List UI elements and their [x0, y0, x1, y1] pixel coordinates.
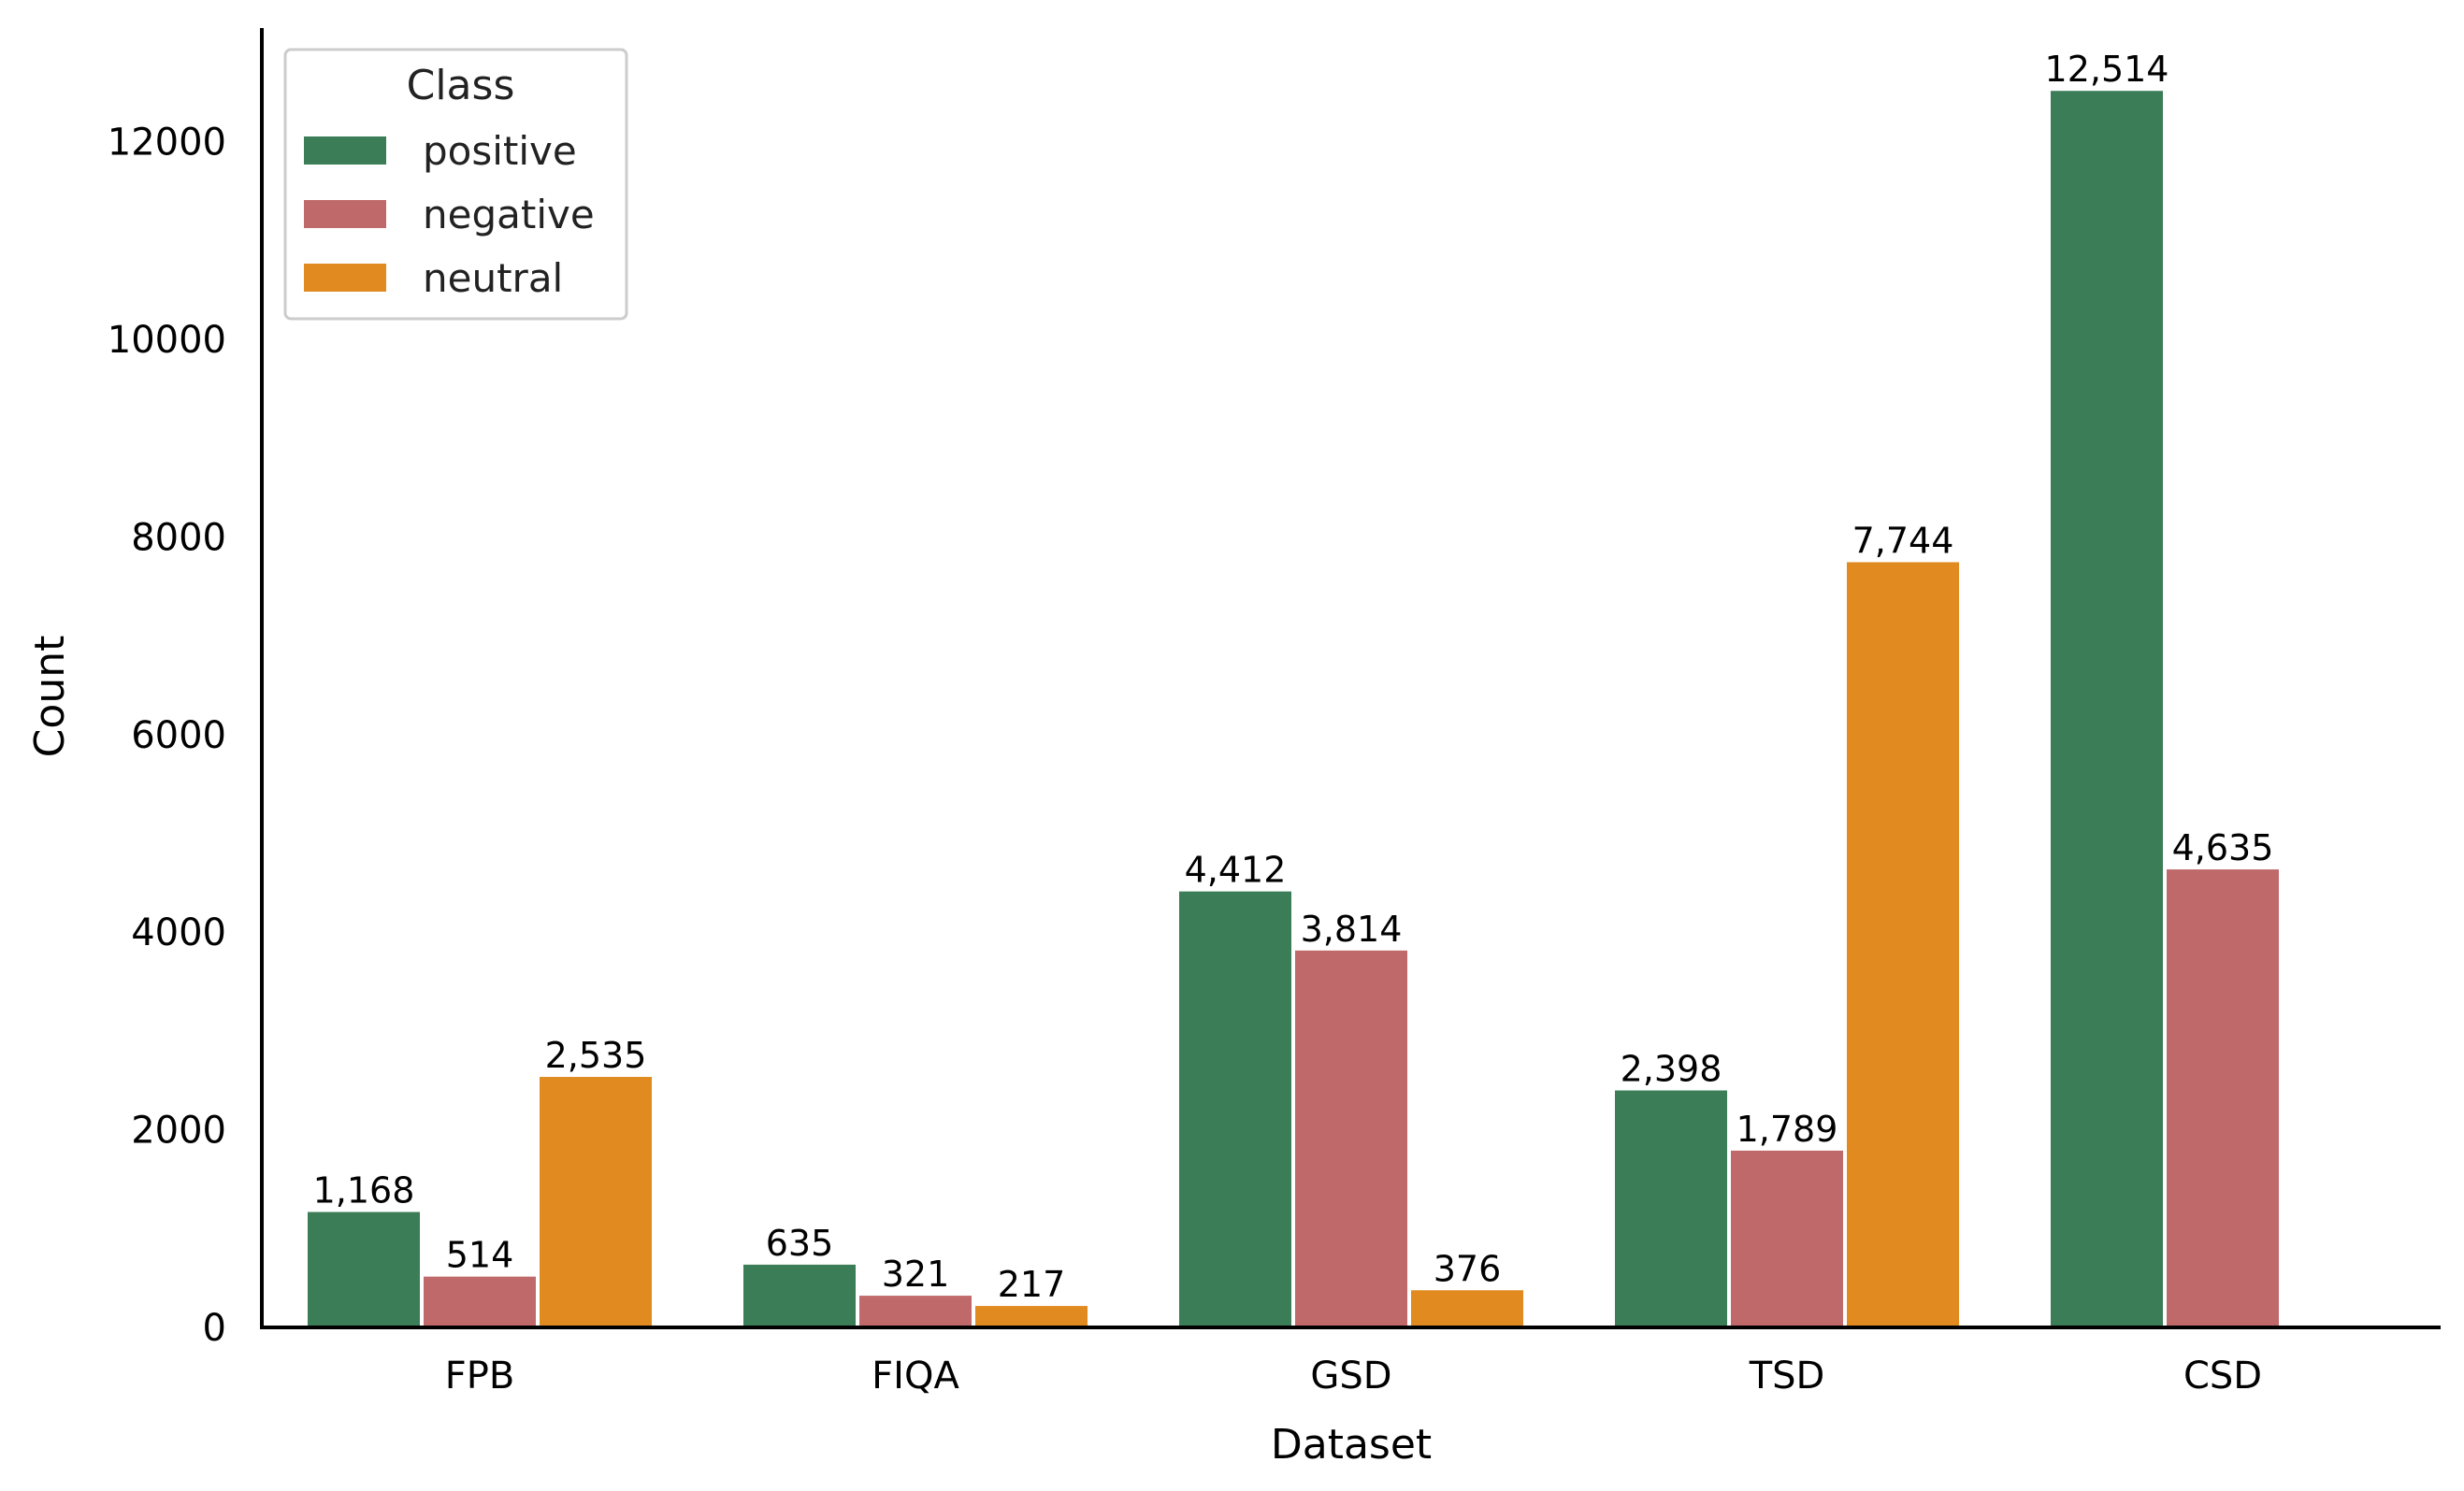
bar-value-label: 2,398	[1621, 1049, 1722, 1090]
bar-value-label: 514	[446, 1235, 514, 1276]
x-tick-label: GSD	[1310, 1355, 1391, 1398]
y-tick-label: 8000	[131, 516, 226, 559]
bar-positive-gsd	[1179, 891, 1291, 1327]
y-axis-label: Count	[26, 636, 74, 758]
bar-neutral-gsd	[1411, 1290, 1523, 1327]
bar-value-label: 635	[766, 1223, 834, 1264]
legend-swatch-positive	[304, 136, 386, 165]
bar-neutral-tsd	[1847, 562, 1959, 1327]
bar-value-label: 4,412	[1185, 850, 1287, 891]
bar-value-label: 7,744	[1852, 520, 1954, 561]
x-tick-label: TSD	[1749, 1355, 1825, 1398]
bar-value-label: 2,535	[545, 1035, 647, 1076]
bar-value-label: 321	[882, 1254, 950, 1295]
bar-value-label: 4,635	[2172, 827, 2274, 868]
y-tick-label: 4000	[131, 911, 226, 954]
legend-title: Class	[407, 62, 515, 109]
bar-negative-csd	[2167, 869, 2279, 1327]
legend: Class positive negative neutral	[283, 48, 628, 321]
legend-box	[283, 48, 628, 321]
y-tick-label: 10000	[108, 319, 226, 362]
bar-value-label: 217	[998, 1264, 1066, 1305]
bar-value-label: 12,514	[2045, 49, 2169, 90]
bar-negative-gsd	[1295, 950, 1407, 1327]
bar-positive-tsd	[1615, 1090, 1727, 1327]
x-tick-label: CSD	[2183, 1355, 2262, 1398]
bar-negative-tsd	[1731, 1150, 1843, 1327]
bar-negative-fpb	[424, 1276, 536, 1327]
legend-swatch-negative	[304, 200, 386, 228]
legend-items: positive negative neutral	[304, 128, 595, 301]
bar-value-label: 376	[1434, 1248, 1502, 1289]
y-tick-label: 2000	[131, 1110, 226, 1153]
legend-label-negative: negative	[423, 192, 595, 237]
y-tick-label: 0	[203, 1307, 226, 1350]
x-axis-label: Dataset	[1271, 1421, 1432, 1469]
legend-swatch-neutral	[304, 264, 386, 292]
bar-neutral-fiqa	[975, 1306, 1088, 1327]
bar-value-label: 3,814	[1301, 909, 1403, 950]
bar-negative-fiqa	[859, 1296, 972, 1327]
y-tick-label: 12000	[108, 122, 226, 165]
bar-positive-fpb	[308, 1211, 420, 1327]
x-ticks-group: FPB FIQA GSD TSD CSD	[445, 1355, 2262, 1398]
legend-label-neutral: neutral	[423, 255, 563, 301]
axes-group	[260, 28, 2441, 1329]
legend-label-positive: positive	[423, 128, 577, 174]
bar-value-label: 1,168	[313, 1170, 415, 1211]
bar-positive-fiqa	[743, 1264, 856, 1327]
x-tick-label: FPB	[445, 1355, 515, 1398]
x-tick-label: FIQA	[872, 1355, 959, 1398]
bar-value-label: 1,789	[1736, 1109, 1838, 1150]
y-tick-label: 6000	[131, 714, 226, 757]
bars-group	[308, 91, 2279, 1327]
y-ticks-group: 0 2000 4000 6000 8000 10000 12000	[108, 122, 226, 1350]
bar-neutral-fpb	[540, 1077, 652, 1327]
bar-labels-group: 1,168 514 2,535 635 321 217 4,412 3,814 376 2,398…	[313, 49, 2274, 1305]
bar-positive-csd	[2051, 91, 2163, 1327]
